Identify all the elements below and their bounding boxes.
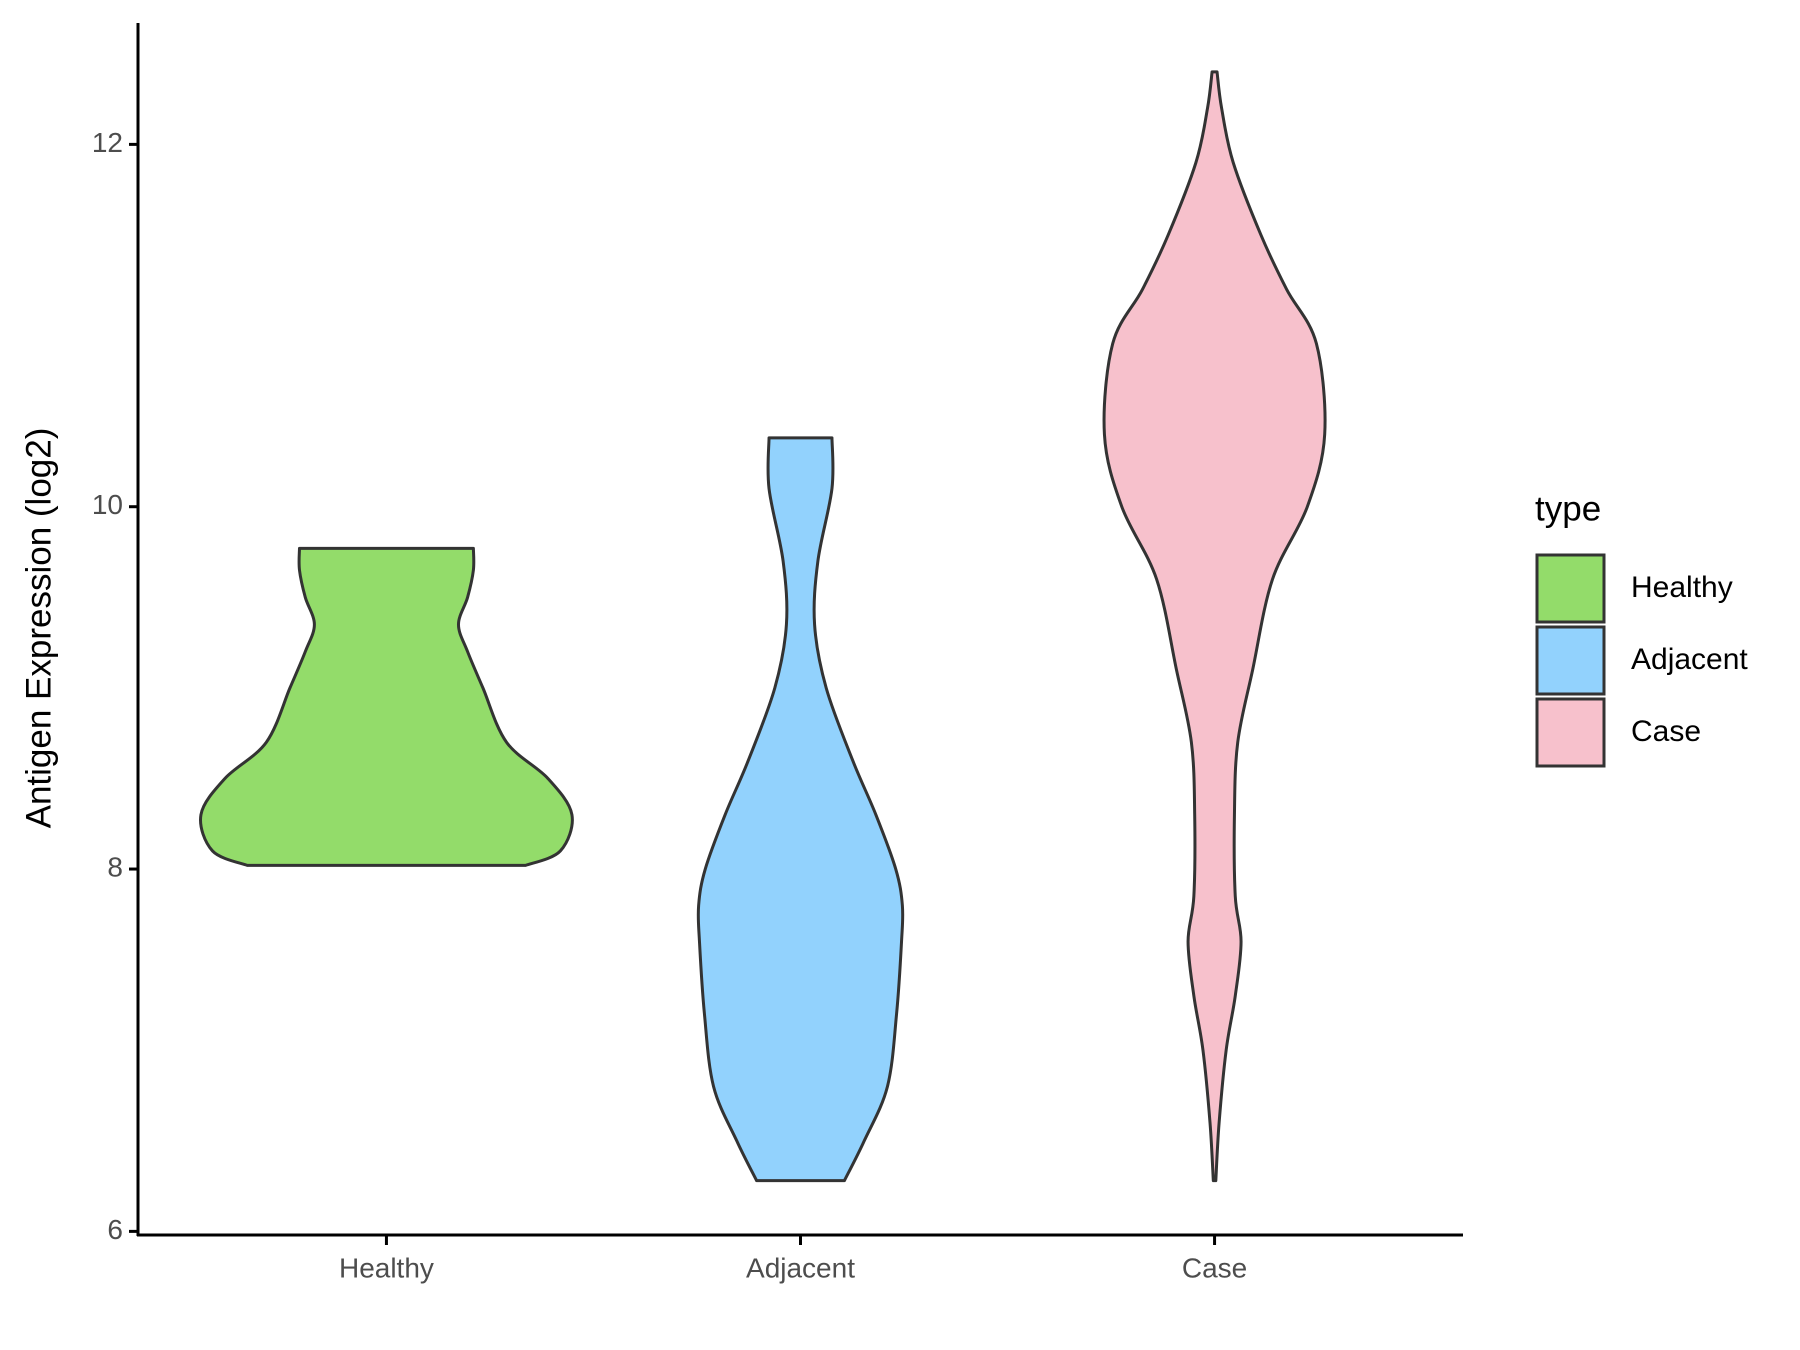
x-tick-label: Case bbox=[1182, 1252, 1247, 1283]
violin bbox=[696, 436, 905, 1183]
legend-key bbox=[1535, 553, 1606, 624]
y-tick-label: 12 bbox=[92, 127, 123, 158]
y-tick-label: 8 bbox=[107, 851, 123, 882]
y-tick-label: 10 bbox=[92, 489, 123, 520]
legend-key bbox=[1535, 697, 1606, 768]
x-tick-label: Healthy bbox=[339, 1252, 434, 1283]
y-axis-title: Antigen Expression (log2) bbox=[19, 428, 58, 829]
violin bbox=[1102, 70, 1327, 1183]
legend-title: type bbox=[1535, 489, 1601, 528]
legend-label: Healthy bbox=[1631, 571, 1733, 604]
y-tick-label: 6 bbox=[107, 1214, 123, 1245]
legend-key bbox=[1535, 625, 1606, 696]
violin bbox=[199, 546, 574, 867]
legend-label: Adjacent bbox=[1631, 643, 1748, 676]
legend-label: Case bbox=[1631, 715, 1701, 748]
x-tick-label: Adjacent bbox=[746, 1252, 855, 1283]
